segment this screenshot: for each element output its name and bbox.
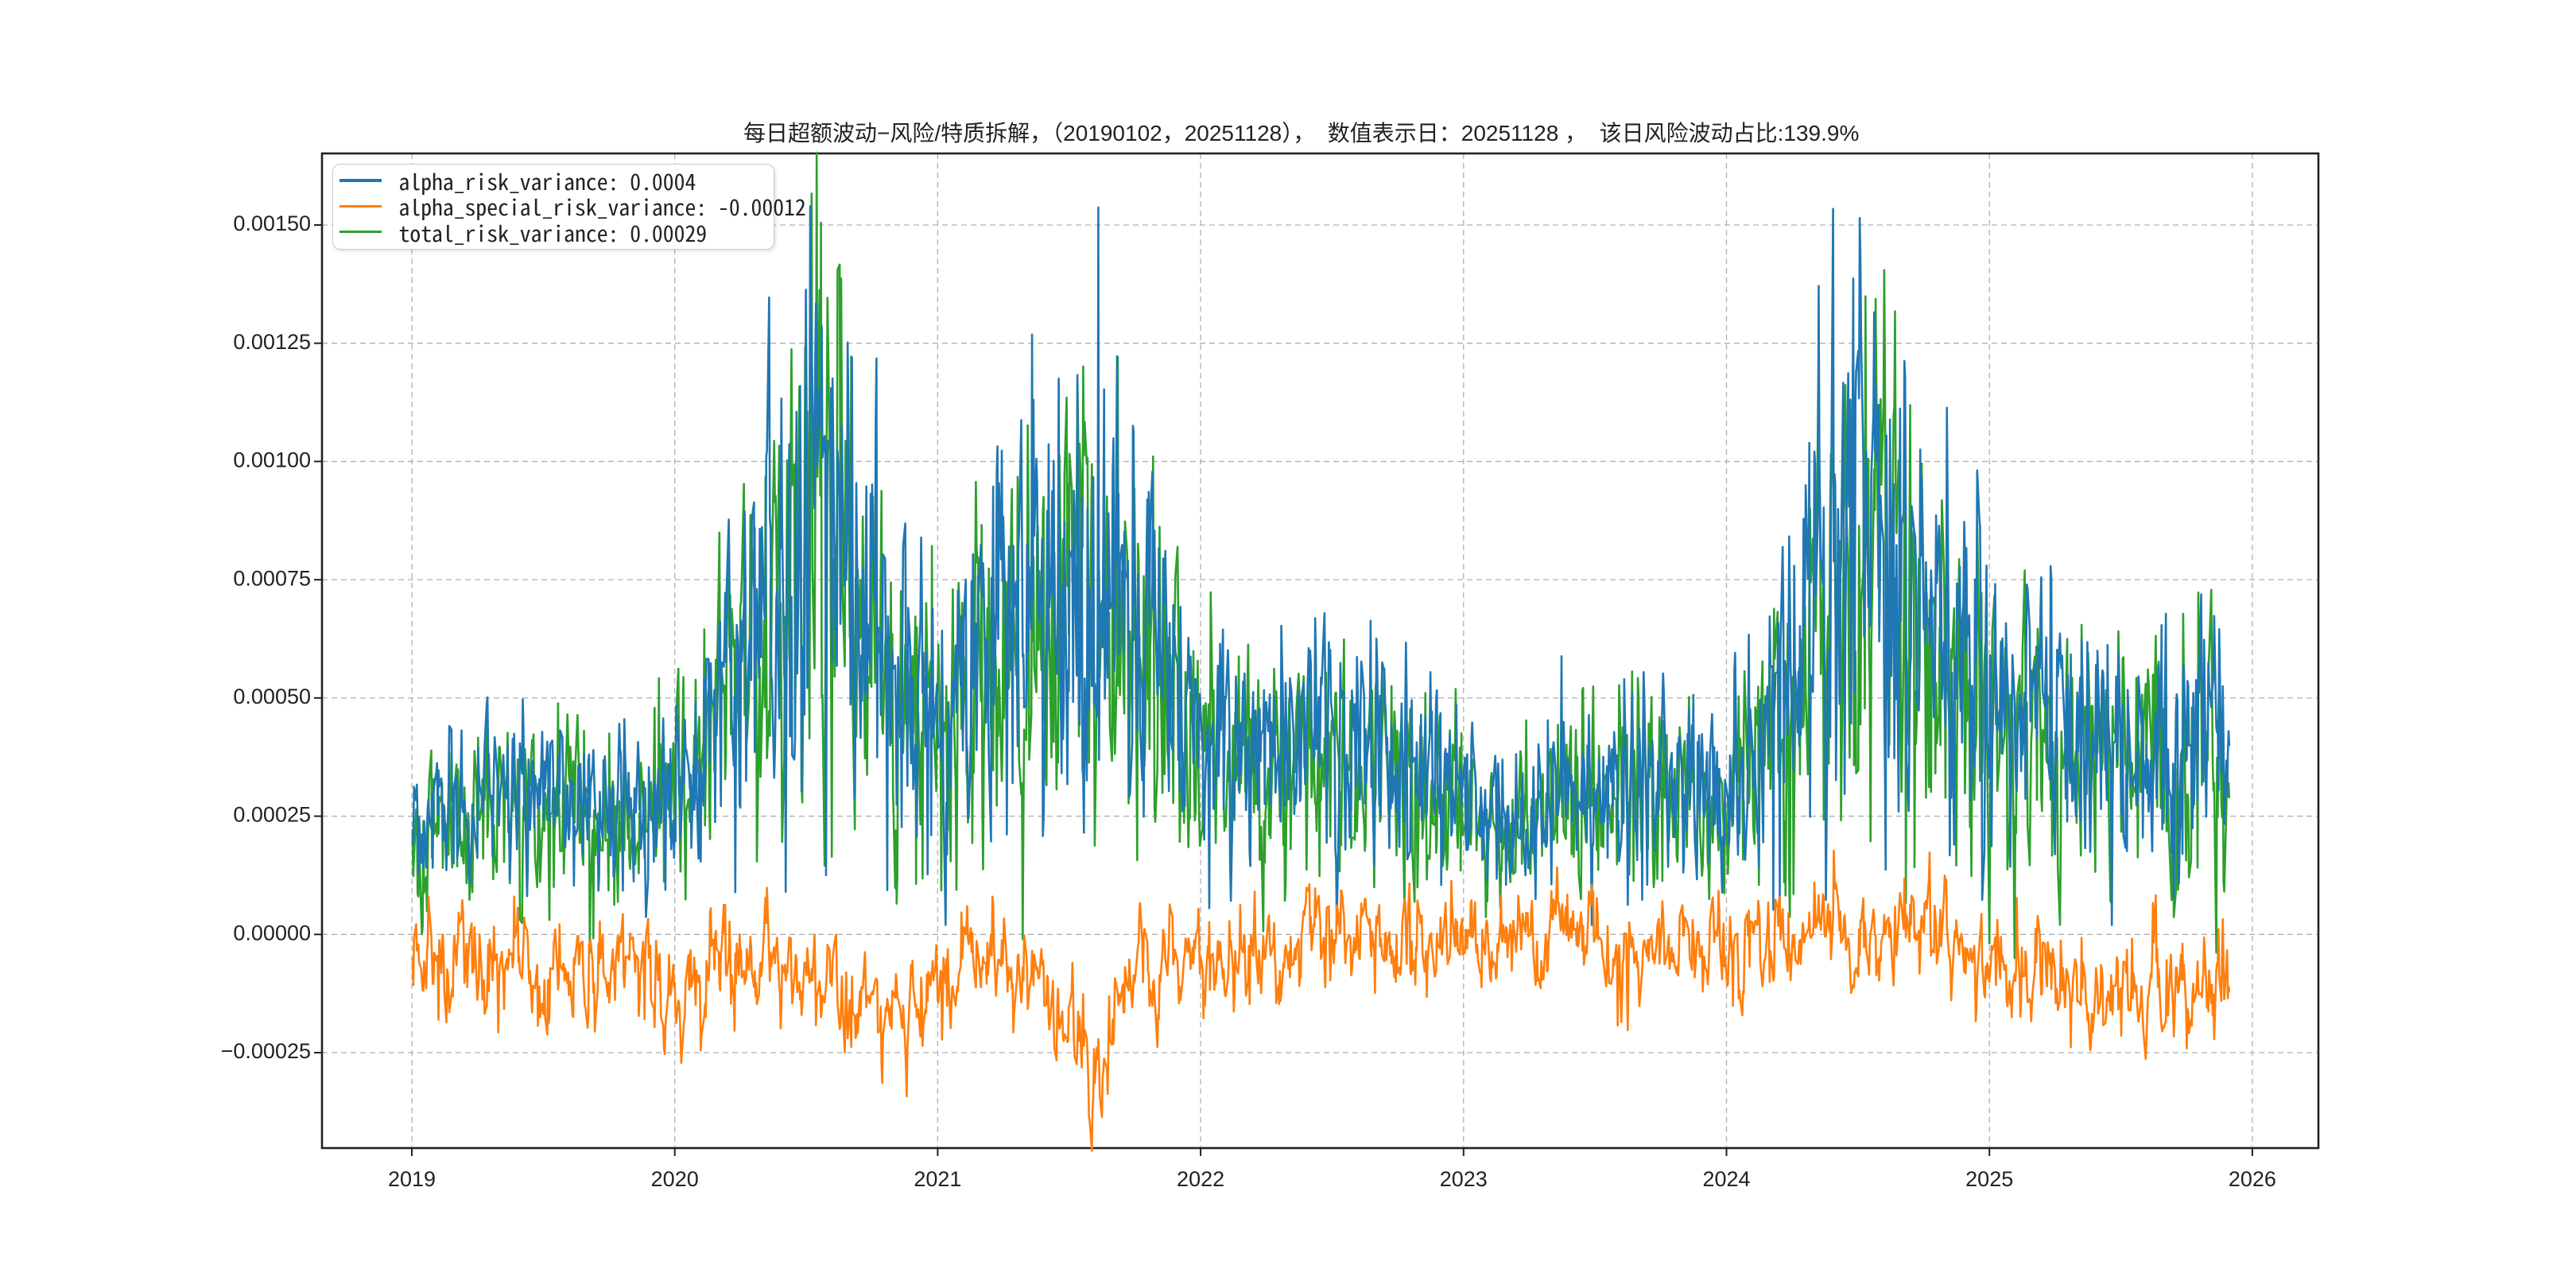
svg-text:2026: 2026	[2229, 1167, 2276, 1191]
svg-text:2024: 2024	[1702, 1167, 1750, 1191]
svg-text:2022: 2022	[1177, 1167, 1224, 1191]
svg-text:0.00025: 0.00025	[233, 803, 311, 827]
svg-text:0.00075: 0.00075	[233, 566, 311, 590]
svg-text:2025: 2025	[1965, 1167, 2013, 1191]
svg-text:2023: 2023	[1440, 1167, 1488, 1191]
svg-text:0.00125: 0.00125	[233, 330, 311, 354]
svg-text:2020: 2020	[651, 1167, 699, 1191]
svg-text:−0.00025: −0.00025	[221, 1039, 311, 1063]
svg-text:2021: 2021	[914, 1167, 961, 1191]
svg-text:0.00000: 0.00000	[233, 921, 311, 945]
svg-text:0.00050: 0.00050	[233, 685, 311, 708]
svg-text:2019: 2019	[388, 1167, 436, 1191]
svg-text:0.00150: 0.00150	[233, 211, 311, 235]
svg-text:0.00100: 0.00100	[233, 448, 311, 472]
